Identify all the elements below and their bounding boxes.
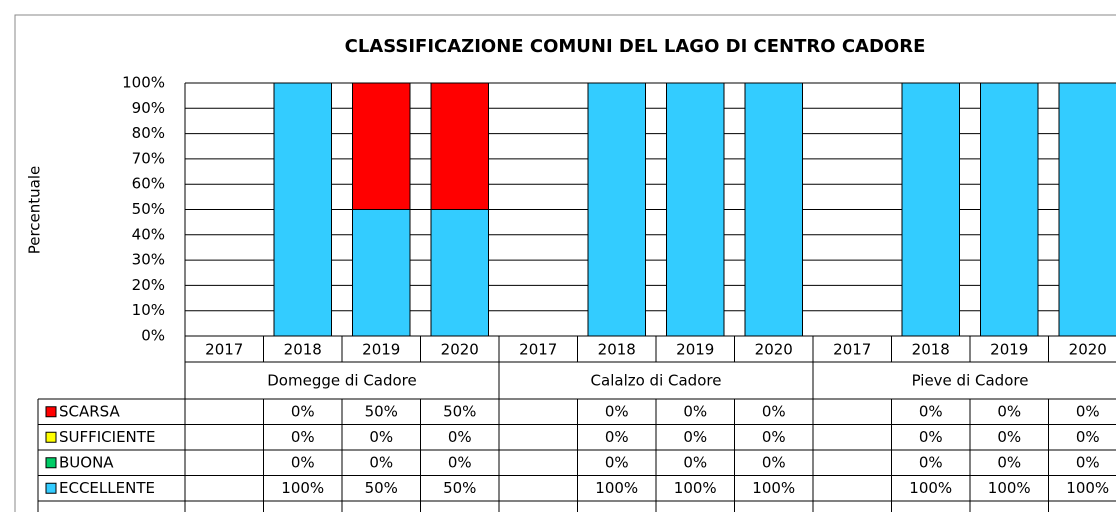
bar-segment (744, 82, 803, 337)
table-value: 0% (448, 428, 472, 446)
table-value: 0% (605, 453, 629, 471)
legend-label: ECCELLENTE (59, 479, 155, 497)
bar-segment (430, 82, 489, 210)
y-tick-label: 80% (132, 124, 165, 142)
y-axis-label: Percentuale (26, 166, 44, 255)
table-value: 0% (683, 402, 707, 420)
x-tick-label: 2017 (833, 341, 871, 359)
table-value: 0% (291, 402, 315, 420)
table-value: 100% (909, 479, 952, 497)
x-tick-label: 2019 (362, 341, 400, 359)
table-value: 0% (1076, 402, 1100, 420)
table-value: 0% (762, 453, 786, 471)
y-tick-label: 50% (132, 200, 165, 218)
group-label: Calalzo di Cadore (591, 372, 722, 390)
table-value: 0% (997, 453, 1021, 471)
table-value: 0% (919, 453, 943, 471)
x-tick-label: 2017 (205, 341, 243, 359)
bar-segment (430, 209, 489, 337)
bar-segment (1058, 82, 1116, 337)
table-value: 0% (369, 453, 393, 471)
table-value: 0% (997, 428, 1021, 446)
table-value: 0% (919, 428, 943, 446)
x-tick-label: 2020 (1069, 341, 1107, 359)
y-tick-label: 90% (132, 99, 165, 117)
bar-segment (273, 82, 332, 337)
table-value: 0% (291, 453, 315, 471)
bar-segment (980, 82, 1039, 337)
table-value: 0% (1076, 453, 1100, 471)
x-tick-label: 2020 (755, 341, 793, 359)
legend-key (45, 457, 57, 469)
table-value: 0% (369, 428, 393, 446)
bar-segment (352, 82, 411, 210)
table-value: 0% (291, 428, 315, 446)
x-tick-label: 2019 (990, 341, 1028, 359)
y-tick-label: 30% (132, 251, 165, 269)
legend-key (45, 482, 57, 494)
table-value: 100% (281, 479, 324, 497)
legend-label: SUFFICIENTE (59, 428, 155, 446)
table-value: 50% (443, 402, 476, 420)
legend-label: BUONA (59, 453, 114, 471)
table-value: 100% (988, 479, 1031, 497)
group-label: Pieve di Cadore (912, 372, 1029, 390)
y-tick-label: 60% (132, 175, 165, 193)
table-value: 0% (919, 402, 943, 420)
y-tick-label: 100% (122, 74, 165, 92)
chart-title: CLASSIFICAZIONE COMUNI DEL LAGO DI CENTR… (345, 36, 926, 57)
bar-segment (587, 82, 646, 337)
y-tick-label: 20% (132, 276, 165, 294)
bar-segment (666, 82, 725, 337)
table-value: 100% (752, 479, 795, 497)
bar-segment (352, 209, 411, 337)
table-value: 0% (683, 428, 707, 446)
table-value: 0% (605, 402, 629, 420)
x-tick-label: 2018 (912, 341, 950, 359)
table-value: 0% (997, 402, 1021, 420)
x-tick-label: 2018 (284, 341, 322, 359)
x-tick-label: 2018 (598, 341, 636, 359)
table-value: 100% (1066, 479, 1109, 497)
x-tick-label: 2020 (441, 341, 479, 359)
x-tick-label: 2017 (519, 341, 557, 359)
x-tick-label: 2019 (676, 341, 714, 359)
y-tick-label: 40% (132, 225, 165, 243)
table-value: 50% (443, 479, 476, 497)
legend-label: SCARSA (59, 402, 120, 420)
table-value: 100% (595, 479, 638, 497)
y-tick-label: 10% (132, 301, 165, 319)
table-value: 0% (762, 428, 786, 446)
legend-key (45, 431, 57, 443)
bar-segment (901, 82, 960, 337)
table-value: 0% (762, 402, 786, 420)
table-value: 100% (674, 479, 717, 497)
table-value: 0% (605, 428, 629, 446)
table-value: 0% (1076, 428, 1100, 446)
table-value: 0% (448, 453, 472, 471)
group-label: Domegge di Cadore (267, 372, 417, 390)
legend-key (45, 406, 57, 418)
y-tick-label: 0% (141, 327, 165, 345)
table-value: 50% (365, 479, 398, 497)
y-tick-label: 70% (132, 149, 165, 167)
table-value: 0% (683, 453, 707, 471)
table-value: 50% (365, 402, 398, 420)
